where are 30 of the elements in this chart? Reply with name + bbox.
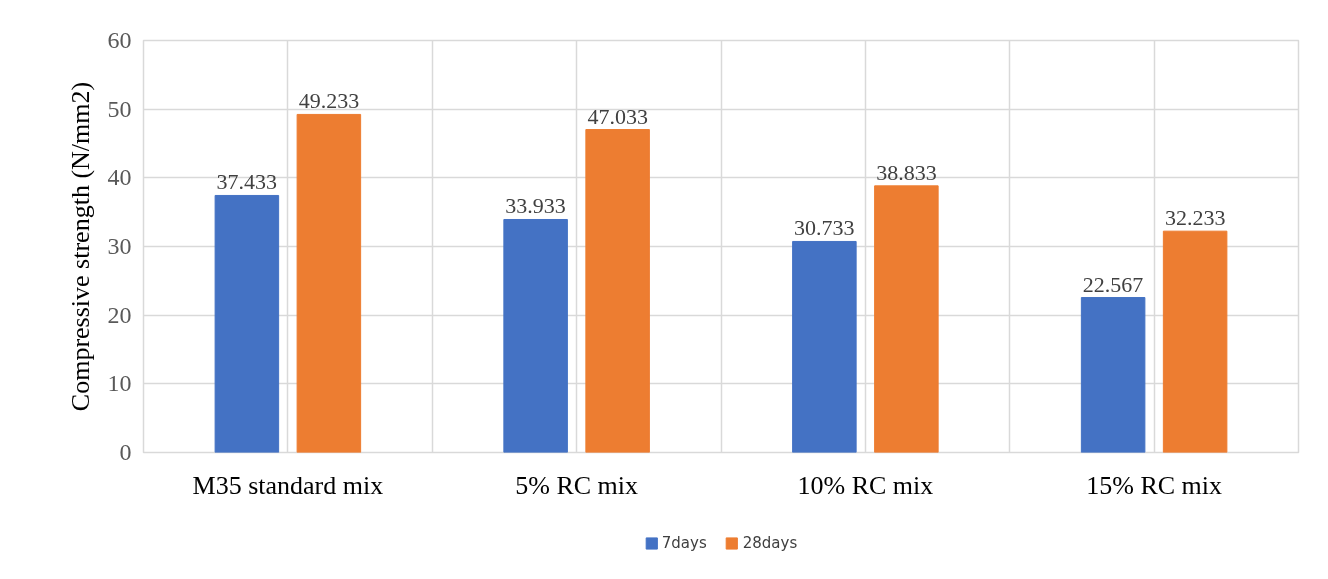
data-label: 22.567 (1082, 271, 1144, 297)
legend-label: 28days (742, 534, 798, 552)
bar (1080, 297, 1146, 453)
bar (874, 185, 939, 453)
data-label: 49.233 (298, 88, 360, 114)
y-tick-label: 10 (107, 370, 132, 397)
y-tick-label: 40 (107, 164, 132, 191)
y-axis-title: Compressive strength (N/mm2) (65, 81, 95, 412)
data-label: 33.933 (505, 193, 566, 219)
y-tick-label: 50 (107, 95, 132, 122)
data-label: 32.233 (1164, 205, 1226, 231)
legend-label: 7days (661, 534, 707, 552)
y-tick-label: 0 (119, 439, 132, 465)
bar (503, 218, 568, 453)
data-label: 47.033 (587, 103, 648, 129)
bar (296, 113, 362, 453)
x-tick-label: 15% RC mix (1086, 470, 1223, 500)
y-tick-label: 60 (107, 27, 132, 53)
bar (585, 129, 650, 453)
bar (1162, 230, 1228, 453)
y-tick-label: 30 (107, 233, 132, 259)
x-tick-label: 5% RC mix (515, 470, 639, 500)
data-label: 38.833 (876, 159, 937, 185)
data-label: 37.433 (216, 169, 278, 195)
data-label: 30.733 (794, 215, 855, 241)
bar (214, 194, 280, 453)
y-tick-label: 20 (107, 301, 132, 328)
x-tick-label: 10% RC mix (797, 470, 934, 500)
x-tick-label: M35 standard mix (192, 470, 384, 500)
bar (792, 240, 857, 453)
